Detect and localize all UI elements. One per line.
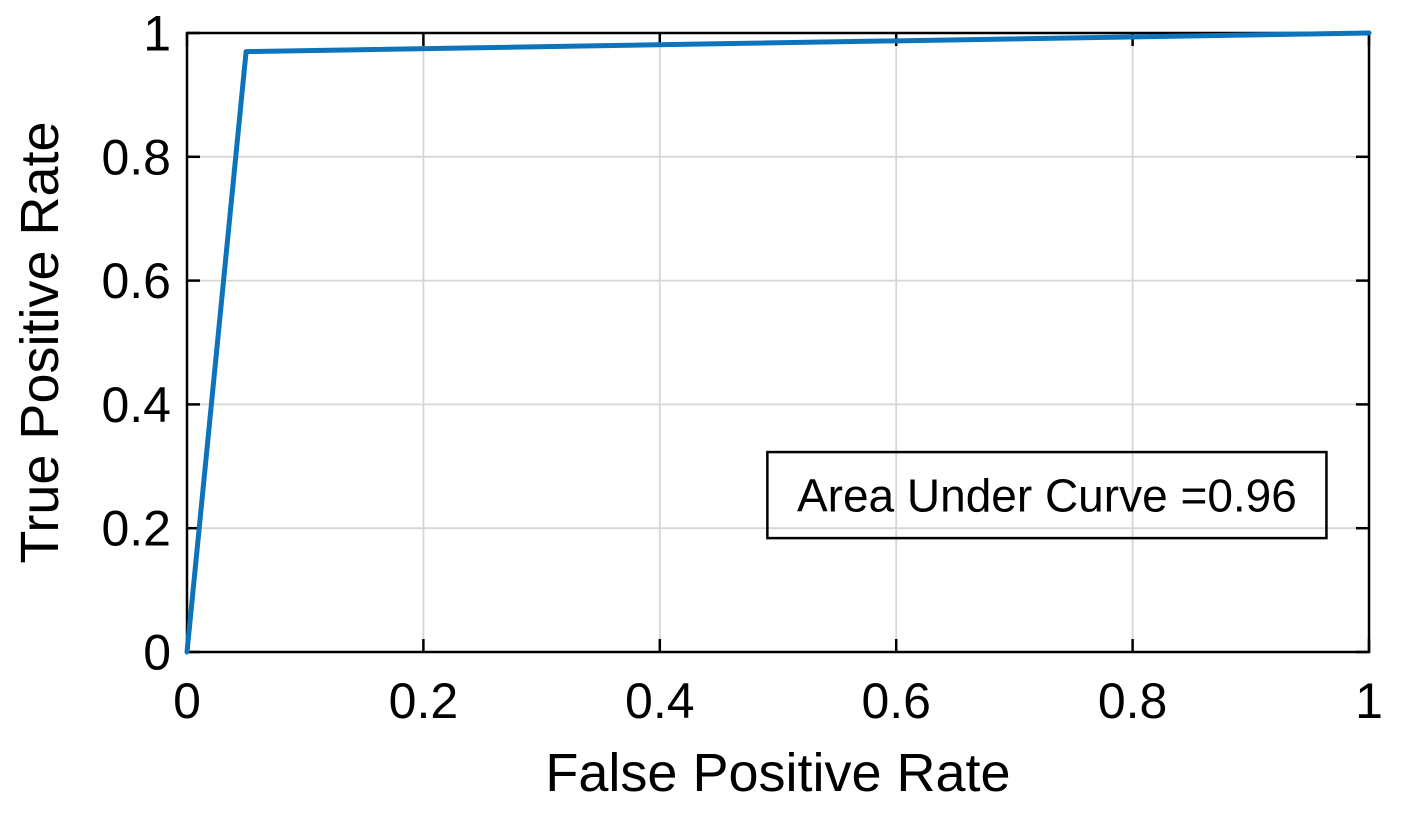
x-tick-labels: 0 0.2 0.4 0.6 0.8 1	[173, 673, 1383, 729]
x-tick-label: 0	[173, 673, 201, 729]
annotation-box	[766, 450, 1328, 540]
grid	[187, 33, 1369, 652]
y-tick-label: 0.4	[101, 377, 171, 433]
y-tick-label: 0.8	[101, 129, 171, 185]
x-tick-label: 0.8	[1098, 673, 1168, 729]
y-axis-label: True Positive Rate	[10, 121, 70, 563]
y-tick-labels: 0 0.2 0.4 0.6 0.8 1	[101, 6, 171, 681]
y-tick-label: 0	[143, 625, 171, 681]
roc-curve	[184, 30, 1372, 655]
x-tick-label: 0.4	[625, 673, 695, 729]
x-tick-label: 0.2	[389, 673, 459, 729]
x-axis-label: False Positive Rate	[545, 743, 1010, 803]
y-tick-label: 1	[143, 6, 171, 62]
y-tick-label: 0.6	[101, 253, 171, 309]
x-tick-label: 0.6	[861, 673, 931, 729]
plot-frame	[185, 31, 1371, 654]
x-tick-label: 1	[1355, 673, 1383, 729]
annotation-auc-text: Area Under Curve =0.96	[797, 470, 1297, 522]
y-tick-label: 0.2	[101, 501, 171, 557]
